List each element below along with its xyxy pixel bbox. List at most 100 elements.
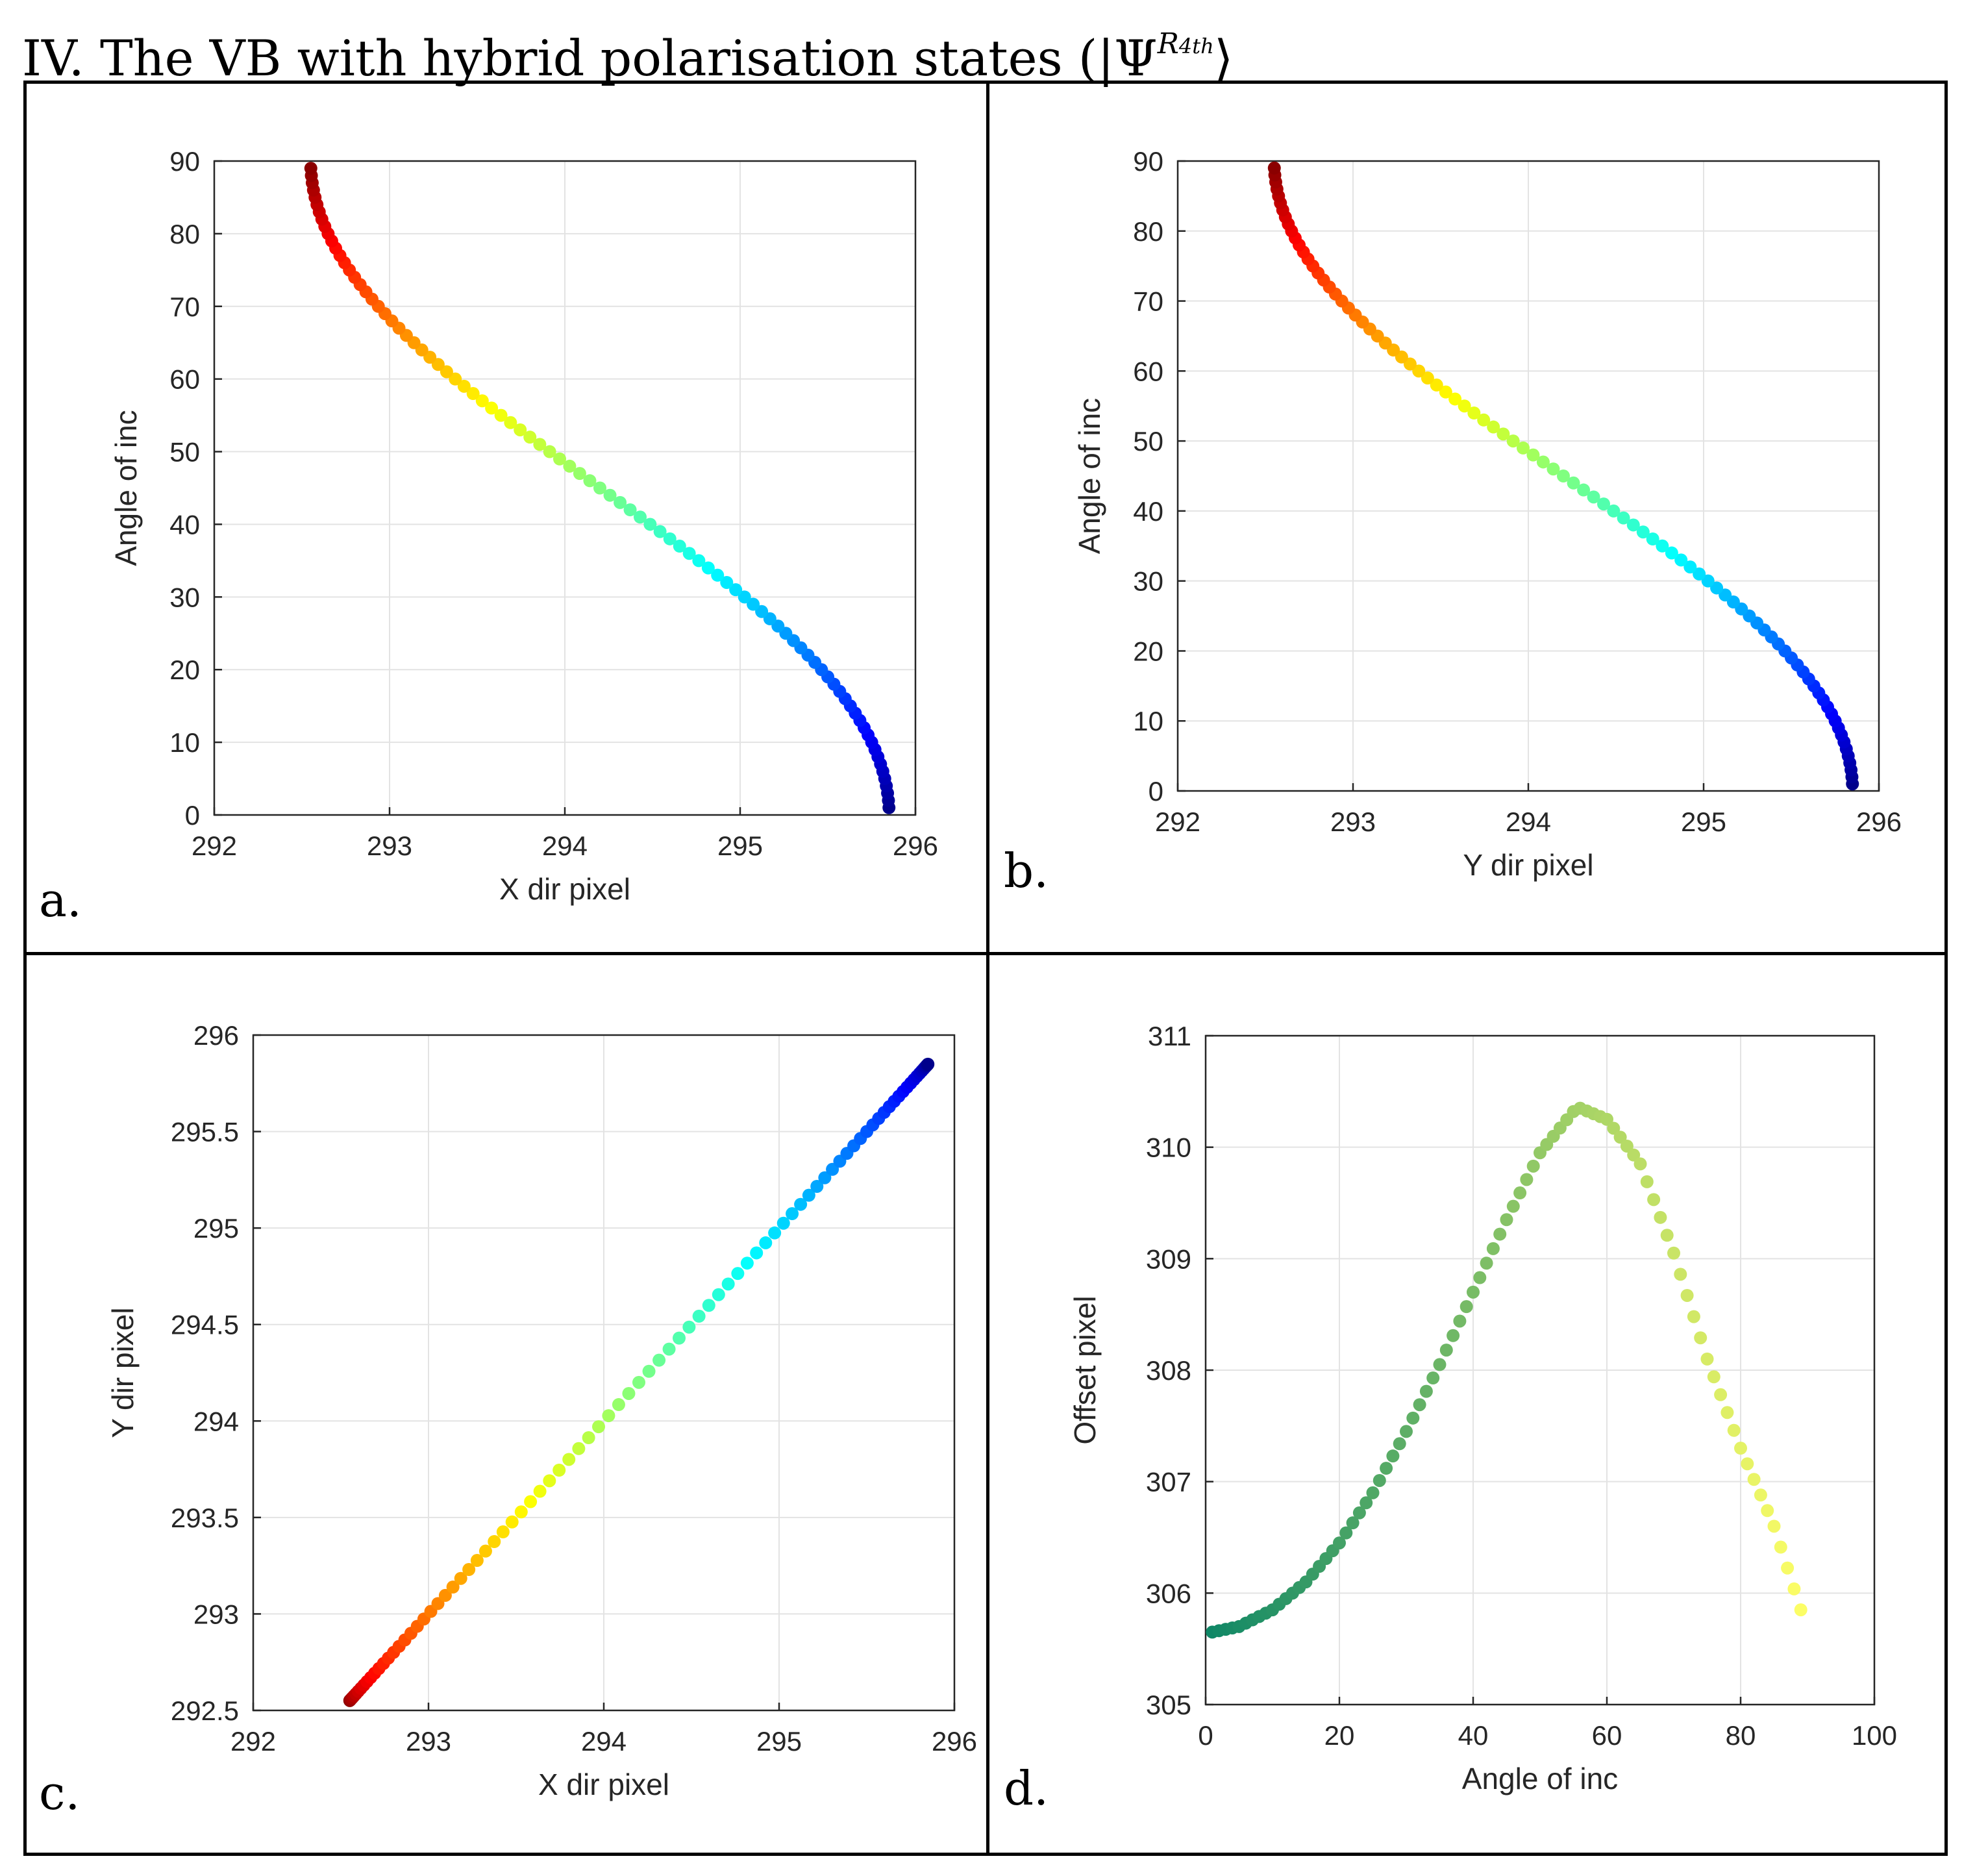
panel-letter-c: c. <box>39 1766 81 1820</box>
panel-d-point <box>1339 1526 1353 1540</box>
panel-c-point <box>750 1246 764 1260</box>
panel-c-point <box>488 1535 501 1548</box>
panel-a-xtick-label: 295 <box>717 831 763 861</box>
panel-d-point <box>1506 1199 1520 1213</box>
panel-a-point <box>634 510 647 524</box>
panel-c-ytick-label: 295 <box>193 1213 239 1244</box>
panel-a-ytick-label: 20 <box>169 655 200 685</box>
panel-c-point <box>673 1331 686 1345</box>
panel-d-point <box>1373 1473 1386 1487</box>
panel-c-point <box>652 1353 666 1367</box>
panel-d-point <box>1493 1227 1507 1241</box>
panel-b-point <box>1607 504 1621 518</box>
panel-b-xtick-label: 294 <box>1506 807 1551 837</box>
panel-b-ytick-label: 60 <box>1133 356 1163 386</box>
panel-a-point <box>573 467 586 481</box>
panel-letter-d: d. <box>1004 1761 1049 1816</box>
panel-d-point <box>1707 1370 1720 1384</box>
panel-b-ylabel: Angle of inc <box>1073 398 1106 554</box>
panel-b-ytick-label: 30 <box>1133 566 1163 597</box>
panel-d-point <box>1794 1603 1807 1617</box>
panel-c-point <box>543 1474 556 1488</box>
panel-b-point <box>1557 469 1570 482</box>
panel-c-point <box>740 1257 754 1270</box>
panel-a-xtick-label: 293 <box>367 831 412 861</box>
panel-d-point <box>1720 1406 1734 1420</box>
panel-d-point <box>1473 1271 1487 1284</box>
panel-d-point <box>1439 1344 1453 1357</box>
figure-frame <box>23 81 1948 1856</box>
panel-a-xlabel: X dir pixel <box>499 872 630 906</box>
panel-c-point <box>438 1588 452 1602</box>
panel-c-point <box>602 1409 615 1423</box>
panel-c-point <box>632 1375 645 1389</box>
panel-d-point <box>1393 1437 1406 1451</box>
panel-a-point <box>533 438 547 451</box>
panel-d-xtick-label: 0 <box>1198 1720 1213 1751</box>
panel-a-point <box>653 525 667 538</box>
panel-c-xtick-label: 292 <box>230 1726 276 1757</box>
panel-a-ytick-label: 30 <box>169 582 200 612</box>
panel-b-ytick-label: 90 <box>1133 146 1163 177</box>
panel-a-point <box>738 590 751 604</box>
panel-d-point <box>1741 1457 1754 1471</box>
panel-d-point <box>1433 1358 1447 1371</box>
panel-b-point <box>1439 385 1452 399</box>
panel-c-point <box>454 1571 467 1585</box>
panel-b-point <box>1458 399 1471 413</box>
panel-a-ytick-label: 70 <box>169 292 200 322</box>
panel-d-xtick-label: 100 <box>1852 1720 1897 1751</box>
panel-a-point <box>755 605 769 618</box>
panel-d-point <box>1674 1268 1687 1281</box>
panel-d-point <box>1400 1425 1413 1438</box>
panel-d-point <box>1687 1310 1700 1323</box>
panel-b-ytick-label: 40 <box>1133 496 1163 527</box>
panel-d-point <box>1734 1442 1747 1455</box>
panel-a-point <box>504 416 517 429</box>
panel-a-point <box>466 387 480 401</box>
panel-c-point <box>582 1431 595 1444</box>
panel-d-point <box>1460 1300 1473 1314</box>
panel-b-point <box>1506 434 1520 448</box>
panel-d-point <box>1620 1139 1633 1153</box>
figure-title-prefix: IV. The VB with hybrid polarisation stat… <box>22 29 1158 87</box>
panel-d-point <box>1600 1112 1613 1126</box>
panel-a-xtick-label: 294 <box>542 831 588 861</box>
panel-a-point <box>643 518 657 531</box>
panel-b-ytick-label: 20 <box>1133 636 1163 666</box>
panel-c-point <box>768 1226 782 1240</box>
panel-b-point <box>1665 546 1678 560</box>
panel-d-point <box>1453 1314 1467 1328</box>
panel-c-point <box>470 1554 484 1568</box>
panel-b-point <box>1477 413 1491 427</box>
panel-b-ytick-label: 0 <box>1149 776 1163 807</box>
panel-b-point <box>1577 483 1591 497</box>
panel-c-point <box>612 1398 625 1412</box>
panel-d-point <box>1660 1229 1674 1242</box>
panel-d-xtick-label: 20 <box>1324 1720 1355 1751</box>
panel-c-point <box>446 1581 460 1594</box>
panel-a-point <box>543 445 556 458</box>
panel-c-point <box>721 1277 735 1291</box>
panel-d-point <box>1613 1131 1627 1144</box>
panel-a-ytick-label: 60 <box>169 364 200 395</box>
panel-d-point <box>1667 1246 1680 1260</box>
panel-a-chart: 292 293 294 295 296 0 10 20 30 40 50 60 70 80 90 X dir … <box>109 146 938 906</box>
panel-d-chart: 0 20 40 60 80 100 305 306 307 308 309 310 311 Angle o… <box>1068 1021 1897 1795</box>
panel-a-point <box>553 452 566 466</box>
panel-c-point <box>921 1057 935 1071</box>
panel-a-point <box>457 379 471 393</box>
panel-b-point <box>1467 406 1481 419</box>
panel-c-xtick-label: 293 <box>406 1726 451 1757</box>
panel-d-point <box>1346 1516 1360 1530</box>
panel-c-point <box>533 1484 547 1498</box>
panel-c-xtick-label: 295 <box>756 1726 802 1757</box>
panel-d-point <box>1640 1175 1654 1188</box>
panel-divider-vertical <box>986 81 989 1856</box>
panel-a-point <box>523 431 537 444</box>
panel-b-point <box>1656 539 1669 553</box>
panel-d-ytick-label: 311 <box>1148 1021 1191 1051</box>
panel-d-point <box>1333 1536 1346 1550</box>
figure-title-suffix: ⟩ <box>1213 29 1234 87</box>
panel-a-xtick-label: 292 <box>192 831 237 861</box>
